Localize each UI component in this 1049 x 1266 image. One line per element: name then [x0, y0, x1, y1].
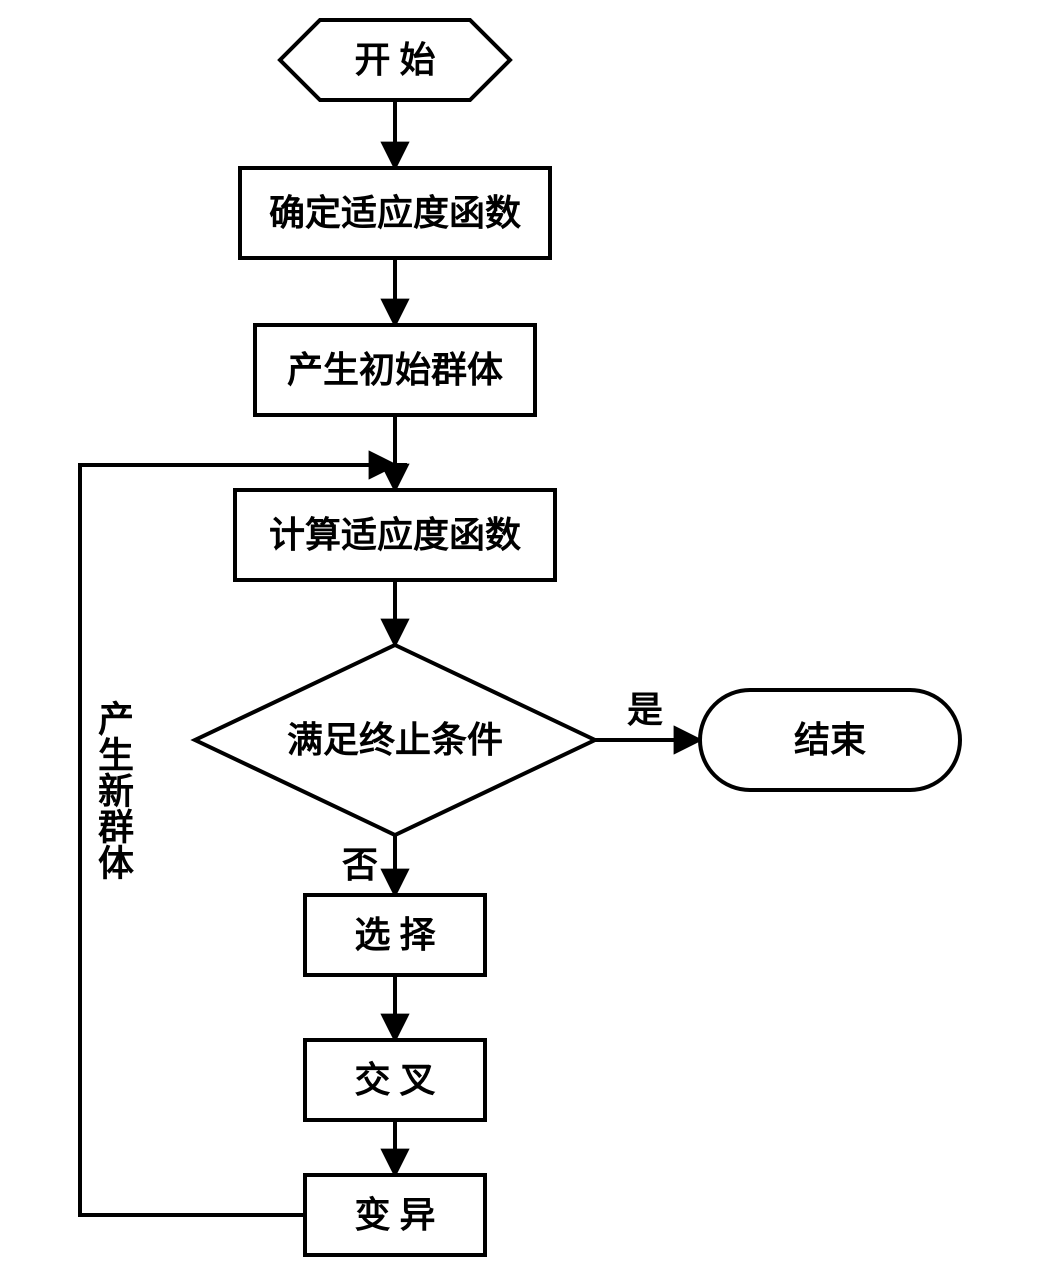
node-label-select: 选 择	[354, 915, 436, 955]
node-label-mutate: 变 异	[354, 1194, 435, 1235]
node-label-initpop: 产生初始群体	[287, 350, 503, 390]
edge-label-cond-end: 是	[627, 690, 663, 730]
flowchart-container: 是否 开 始确定适应度函数产生初始群体计算适应度函数满足终止条件 结束选 择交 叉变…	[0, 0, 1049, 1266]
node-start: 开 始	[280, 20, 510, 100]
node-label-fitness: 确定适应度函数	[269, 193, 521, 233]
node-label-cond: 满足终止条件	[287, 720, 503, 760]
node-initpop: 产生初始群体	[255, 325, 535, 415]
node-select: 选 择	[305, 895, 485, 975]
node-fitness: 确定适应度函数	[240, 168, 550, 258]
node-mutate: 变 异	[305, 1175, 485, 1255]
node-label-start: 开 始	[354, 40, 435, 80]
node-label-calcfit: 计算适应度函数	[269, 515, 521, 555]
node-cross: 交 叉	[305, 1040, 485, 1120]
edge-label-cond-select: 否	[342, 845, 378, 885]
node-label-cross: 交 叉	[354, 1059, 435, 1100]
node-end: 结束	[700, 690, 960, 790]
node-label-end: 结束	[794, 720, 866, 760]
loop-side-label: 产生新群体	[78, 700, 138, 880]
node-calcfit: 计算适应度函数	[235, 490, 555, 580]
